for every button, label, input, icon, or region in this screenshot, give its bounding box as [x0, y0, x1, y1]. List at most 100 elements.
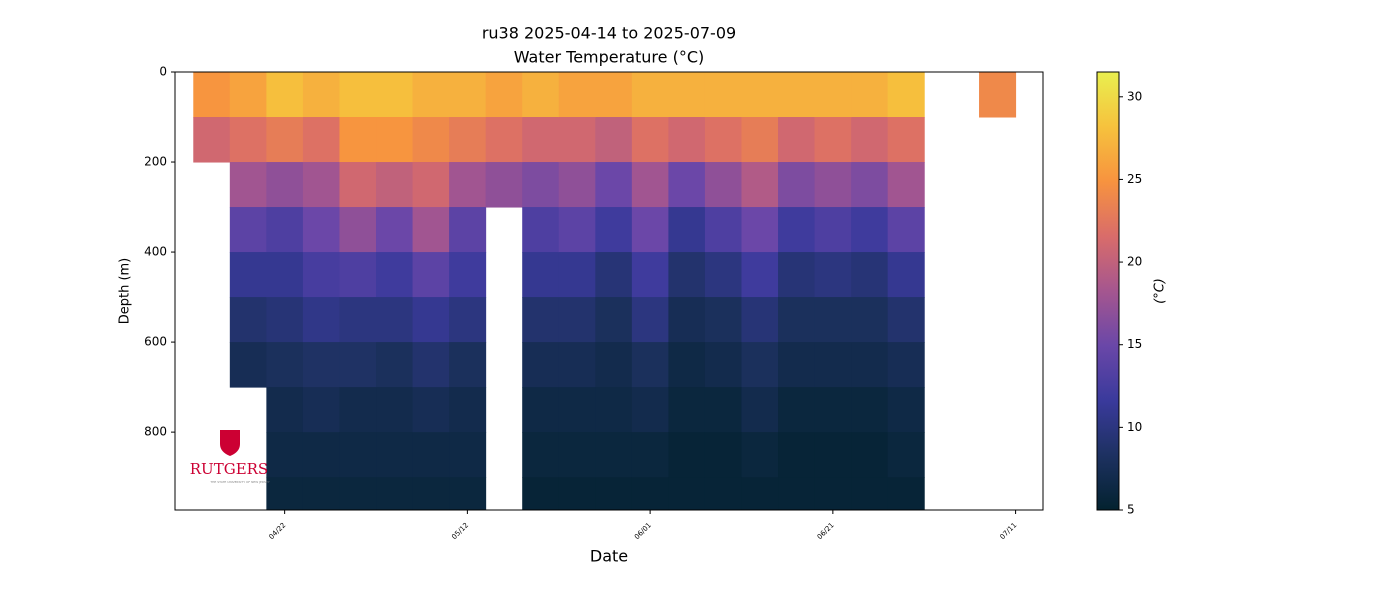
logo-shield [220, 430, 240, 456]
temperature-cell [412, 297, 450, 343]
x-axis-label: Date [590, 547, 628, 566]
temperature-cell [704, 117, 742, 163]
temperature-cell [558, 162, 596, 208]
temperature-cell [851, 477, 889, 510]
temperature-cell [339, 297, 377, 343]
temperature-cell [631, 162, 669, 208]
temperature-cell [887, 117, 925, 163]
temperature-cell [376, 477, 414, 510]
temperature-cell [595, 162, 633, 208]
temperature-cell [229, 72, 267, 118]
colorbar-tick-label: 30 [1127, 89, 1142, 103]
temperature-cell [851, 342, 889, 388]
temperature-cell [814, 252, 852, 298]
x-tick-label: 05/12 [450, 521, 470, 541]
colorbar-tick-label: 10 [1127, 420, 1142, 434]
temperature-cell [631, 477, 669, 510]
y-tick-label: 0 [159, 65, 167, 79]
temperature-cell [302, 297, 340, 343]
temperature-cell [412, 252, 450, 298]
temperature-cell [558, 117, 596, 163]
temperature-cell [668, 342, 706, 388]
section-cells [193, 72, 1017, 510]
temperature-cell [814, 477, 852, 510]
temperature-cell [412, 477, 450, 510]
x-tick-label: 04/22 [268, 521, 288, 541]
temperature-cell [631, 207, 669, 253]
temperature-cell [851, 117, 889, 163]
temperature-cell [668, 297, 706, 343]
logo-text: RUTGERS [190, 460, 268, 478]
temperature-cell [376, 387, 414, 433]
temperature-cell [704, 432, 742, 478]
temperature-cell [704, 162, 742, 208]
temperature-cell [376, 162, 414, 208]
temperature-cell [412, 207, 450, 253]
temperature-cell [376, 117, 414, 163]
temperature-cell [266, 387, 304, 433]
temperature-cell [522, 342, 560, 388]
temperature-cell [339, 387, 377, 433]
temperature-cell [339, 117, 377, 163]
temperature-cell [851, 252, 889, 298]
temperature-cell [704, 387, 742, 433]
temperature-cell [449, 387, 487, 433]
temperature-cell [887, 252, 925, 298]
temperature-cell [522, 252, 560, 298]
temperature-cell [668, 72, 706, 118]
temperature-cell [302, 252, 340, 298]
temperature-cell [668, 477, 706, 510]
temperature-cell [814, 117, 852, 163]
temperature-cell [668, 162, 706, 208]
temperature-cell [704, 297, 742, 343]
colorbar-label: (°C) [1153, 278, 1168, 304]
temperature-cell [704, 72, 742, 118]
temperature-cell [302, 342, 340, 388]
temperature-cell [814, 72, 852, 118]
temperature-cell [631, 117, 669, 163]
temperature-cell [339, 432, 377, 478]
temperature-cell [668, 117, 706, 163]
temperature-cell [522, 477, 560, 510]
temperature-cell [376, 207, 414, 253]
temperature-cell [339, 477, 377, 510]
temperature-cell [412, 72, 450, 118]
temperature-cell [449, 477, 487, 510]
temperature-cell [704, 207, 742, 253]
temperature-cell [522, 162, 560, 208]
y-tick-label: 800 [144, 425, 167, 439]
temperature-cell [339, 342, 377, 388]
temperature-cell [449, 252, 487, 298]
temperature-cell [193, 72, 231, 118]
temperature-cell [412, 387, 450, 433]
temperature-cell [851, 207, 889, 253]
chart-subtitle: Water Temperature (°C) [514, 48, 704, 67]
y-axis-label: Depth (m) [118, 258, 133, 325]
temperature-cell [558, 342, 596, 388]
temperature-cell [376, 252, 414, 298]
temperature-cell [887, 297, 925, 343]
temperature-cell [631, 252, 669, 298]
temperature-cell [887, 342, 925, 388]
temperature-cell [449, 432, 487, 478]
temperature-cell [741, 117, 779, 163]
temperature-cell [558, 387, 596, 433]
temperature-cell [376, 342, 414, 388]
temperature-cell [887, 207, 925, 253]
temperature-cell [412, 162, 450, 208]
temperature-cell [668, 252, 706, 298]
temperature-cell [814, 297, 852, 343]
temperature-cell [485, 117, 523, 163]
temperature-cell [668, 387, 706, 433]
temperature-cell [814, 387, 852, 433]
temperature-cell [376, 432, 414, 478]
temperature-cell [631, 342, 669, 388]
temperature-cell [887, 162, 925, 208]
temperature-cell [704, 342, 742, 388]
temperature-cell [668, 432, 706, 478]
temperature-cell [851, 297, 889, 343]
temperature-cell [558, 252, 596, 298]
temperature-cell [778, 72, 816, 118]
temperature-cell [595, 297, 633, 343]
temperature-cell [558, 297, 596, 343]
